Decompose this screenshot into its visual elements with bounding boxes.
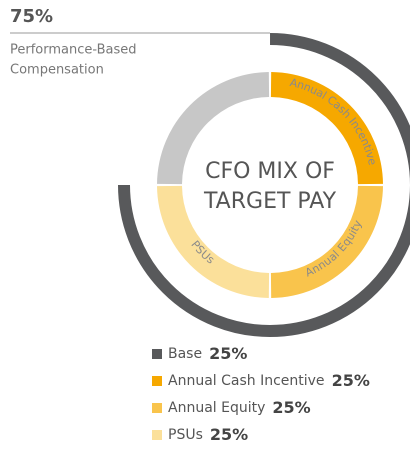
legend-value: 25% — [272, 398, 311, 417]
legend-value: 25% — [209, 425, 249, 444]
annotation-text: Compensation — [10, 63, 104, 78]
legend-swatch — [152, 429, 162, 440]
legend-value: 25% — [331, 371, 370, 390]
legend-item: Annual Cash Incentive 25% — [152, 367, 370, 394]
chart-title: TARGET PAY — [203, 189, 337, 214]
donut-segment — [270, 72, 383, 185]
legend: Base 25% Annual Cash Incentive 25% Annual Eq… — [152, 340, 370, 448]
legend-swatch — [152, 402, 162, 413]
donut-segment — [157, 72, 270, 185]
performance-arc — [118, 33, 410, 337]
annotation-text: Performance-Based — [10, 43, 137, 58]
legend-item: Base 25% — [152, 340, 370, 367]
chart-title: CFO MIX OF — [205, 159, 335, 184]
legend-item: Annual Equity 25% — [152, 394, 370, 421]
legend-label: Base — [168, 345, 203, 362]
legend-swatch — [152, 375, 162, 386]
legend-item: PSUs 25% — [152, 421, 370, 448]
legend-label: PSUs — [168, 426, 203, 443]
legend-label: Annual Cash Incentive — [168, 372, 325, 389]
annotation-value: 75% — [10, 6, 53, 27]
legend-label: Annual Equity — [168, 399, 266, 416]
legend-swatch — [152, 348, 162, 359]
donut-segment — [270, 185, 383, 298]
donut-segment — [157, 185, 270, 298]
legend-value: 25% — [209, 344, 248, 363]
